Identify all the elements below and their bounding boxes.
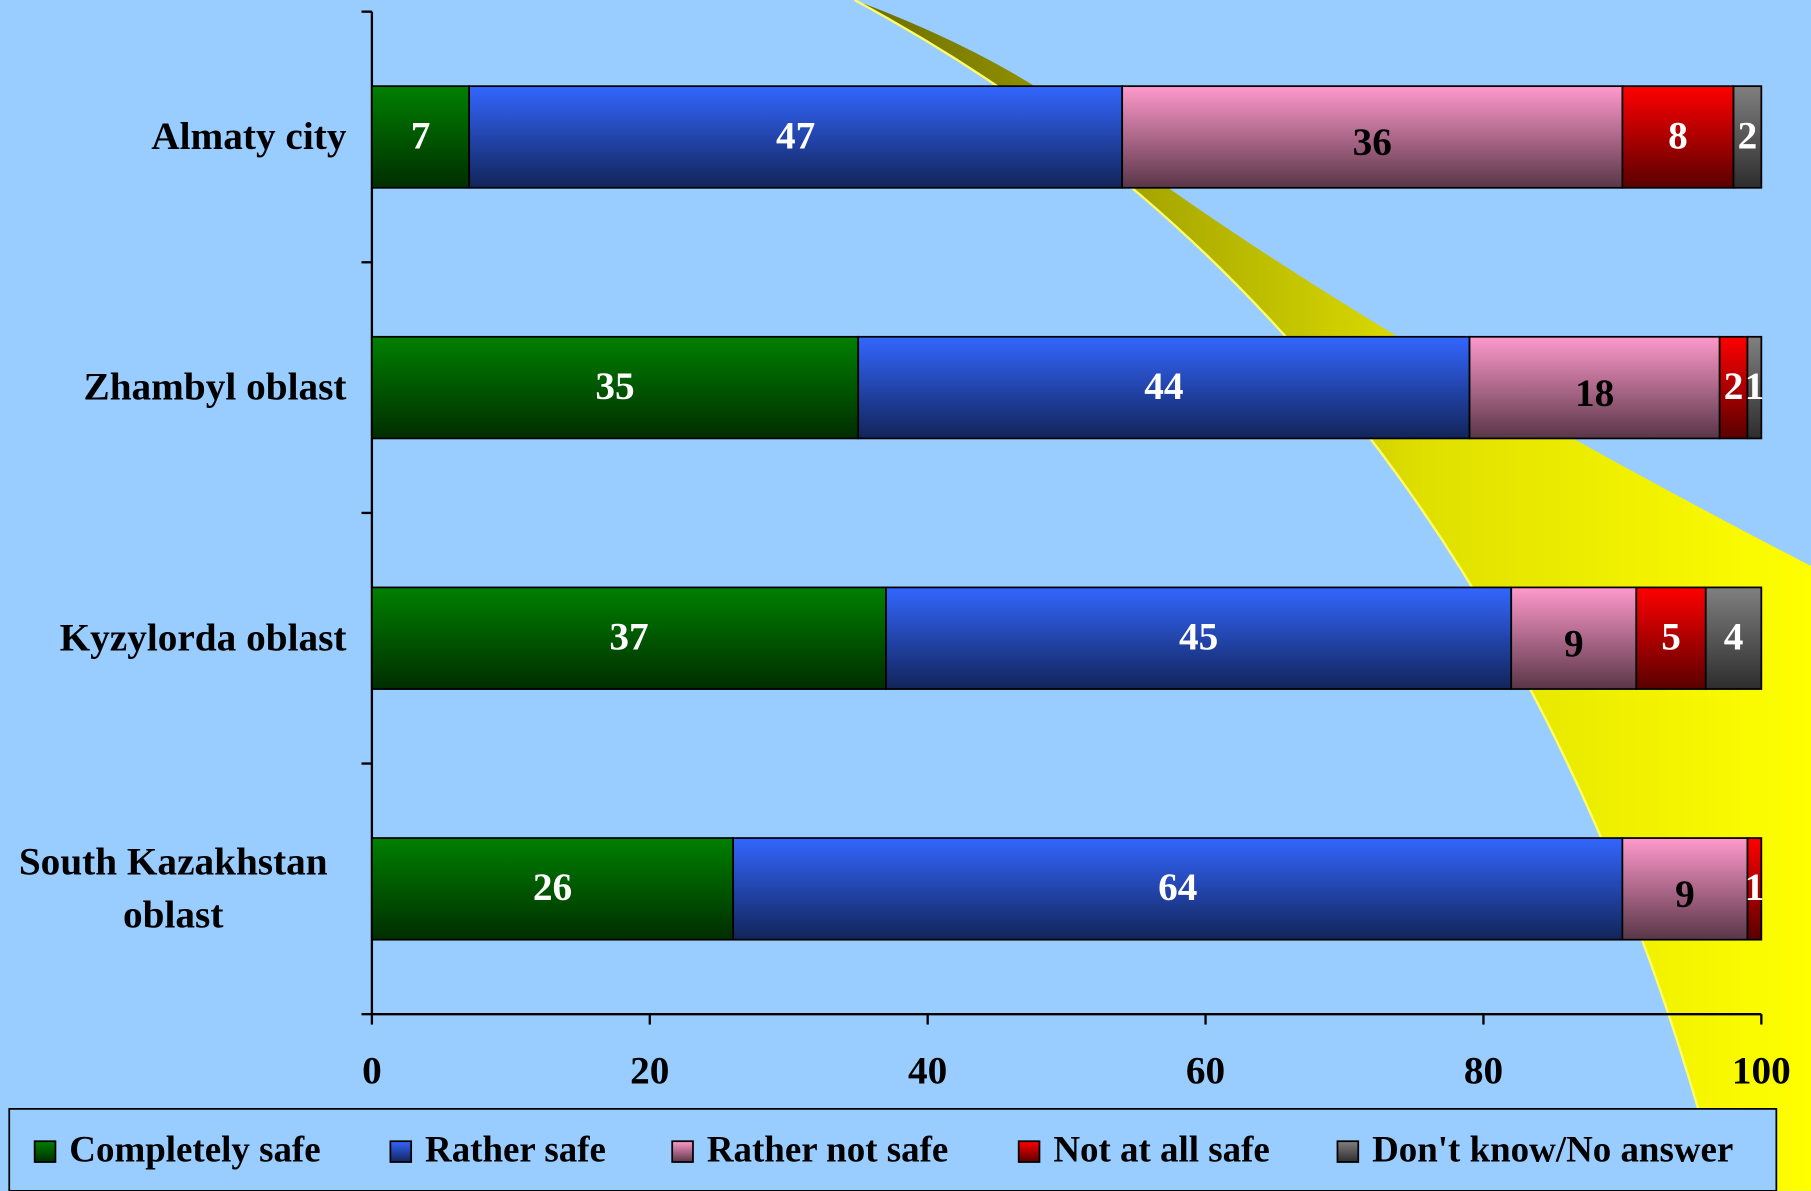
x-tick-label: 0 [362, 1049, 382, 1092]
legend-swatch [1336, 1140, 1360, 1163]
value-label: 1 [1745, 365, 1765, 408]
bar-segment [1746, 837, 1763, 941]
legend-label: Not at all safe [1053, 1128, 1269, 1169]
bar-segment [371, 586, 887, 690]
category-label: Kyzylorda oblast [59, 616, 347, 660]
legend-label: Rather not safe [707, 1128, 948, 1169]
category-label-box: South Kazakhstan oblast [18, 840, 328, 937]
category-label: Zhambyl oblast [83, 365, 347, 409]
bar-segment [1746, 335, 1763, 440]
value-label: 64 [1158, 866, 1197, 909]
category-label-box: Zhambyl oblast [83, 365, 347, 409]
legend-swatch [389, 1140, 413, 1163]
bar-segment [468, 85, 1124, 189]
category-label: Almaty city [151, 115, 347, 158]
value-label: 18 [1575, 372, 1614, 415]
legend-label: Completely safe [69, 1128, 320, 1169]
x-tick-label: 40 [908, 1049, 947, 1092]
x-tick-label: 20 [630, 1049, 669, 1092]
value-label: 36 [1353, 121, 1392, 164]
value-label: 1 [1745, 866, 1765, 909]
bar-segment [1468, 335, 1721, 440]
value-label: 35 [595, 365, 634, 408]
value-label: 47 [776, 114, 815, 157]
category-label-box: Almaty city [151, 115, 347, 158]
bar-segment [371, 335, 860, 440]
bar-segment [1635, 586, 1707, 690]
value-label: 2 [1738, 114, 1758, 157]
value-label: 26 [533, 866, 572, 909]
value-label: 7 [411, 114, 431, 157]
value-label: 44 [1144, 365, 1183, 408]
bar-segment [1510, 586, 1638, 690]
category-label-box: Kyzylorda oblast [59, 616, 347, 660]
legend-label: Rather safe [425, 1128, 606, 1169]
legend-swatch [33, 1140, 57, 1163]
x-tick-label: 80 [1464, 1049, 1503, 1092]
bar-segment [857, 335, 1471, 440]
bar-segment [732, 837, 1624, 941]
bar-segment [1121, 85, 1624, 189]
category-label: South Kazakhstan oblast [18, 840, 328, 937]
x-tick-label: 100 [1732, 1049, 1791, 1092]
value-label: 5 [1661, 616, 1681, 659]
value-label: 2 [1724, 365, 1744, 408]
value-label: 4 [1724, 616, 1744, 659]
value-label: 8 [1668, 114, 1688, 157]
bar-segment [1732, 85, 1763, 189]
bar-segment [885, 586, 1513, 690]
legend-box [8, 1108, 1778, 1191]
value-label: 9 [1564, 622, 1584, 665]
bar-segment [371, 85, 471, 189]
bar-segment [1621, 85, 1735, 189]
value-label: 9 [1675, 873, 1695, 916]
legend-swatch [671, 1140, 694, 1163]
value-label: 45 [1179, 616, 1218, 659]
x-tick-label: 60 [1186, 1049, 1225, 1092]
bar-segment [1704, 586, 1763, 690]
legend-swatch [1017, 1140, 1041, 1163]
legend-label: Don't know/No answer [1372, 1128, 1733, 1169]
bar-segment [1621, 837, 1749, 941]
bar-segment [371, 837, 735, 941]
value-label: 37 [609, 616, 648, 659]
